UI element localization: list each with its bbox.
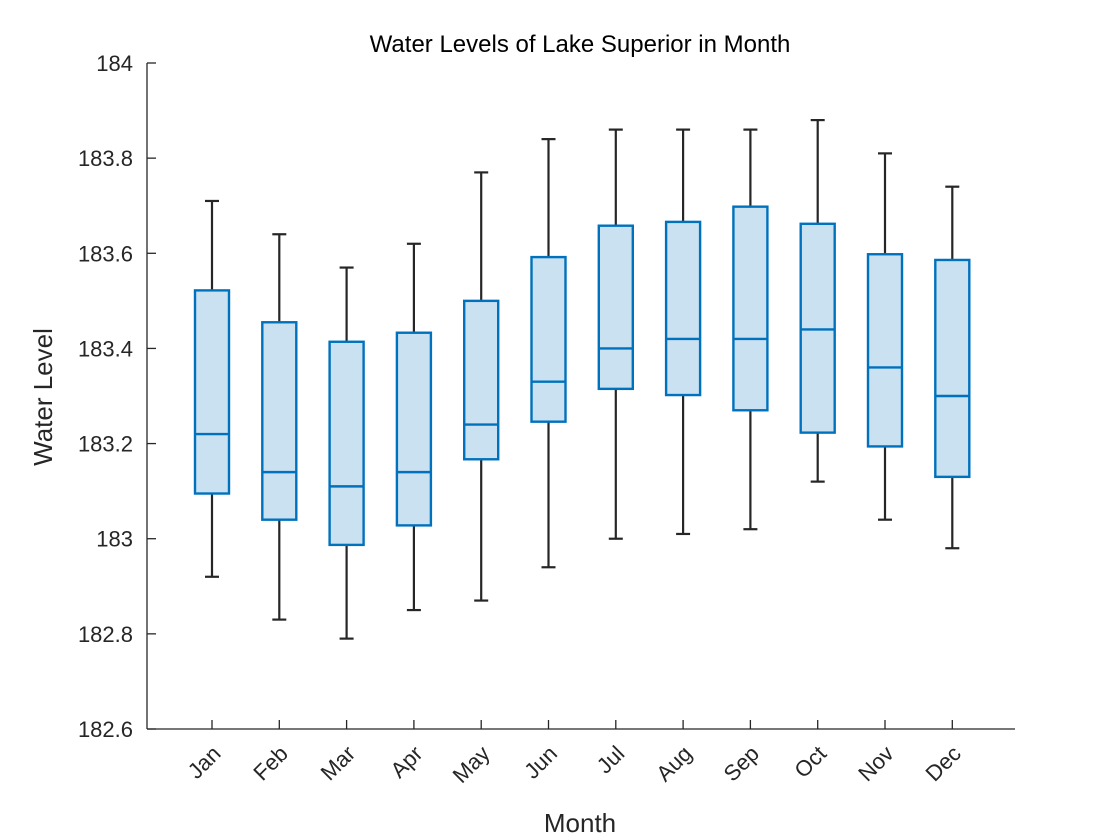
box-aug: [664, 220, 702, 397]
y-tick-label: 184: [96, 51, 133, 76]
box-may: [463, 299, 500, 461]
x-tick-label: Jan: [183, 741, 226, 784]
x-axis-label: Month: [544, 808, 616, 838]
y-tick-label: 183: [96, 527, 133, 552]
x-tick-label: Jun: [519, 741, 562, 784]
chart-title: Water Levels of Lake Superior in Month: [370, 31, 791, 58]
x-tick-label: Sep: [719, 741, 764, 786]
x-tick-label: Apr: [386, 741, 428, 783]
box-jul: [597, 224, 634, 391]
box-dec: [934, 258, 971, 479]
x-tick-label: Dec: [920, 741, 965, 786]
x-tick-label: Aug: [651, 741, 696, 786]
y-axis-label: Water Level: [28, 328, 58, 466]
box-feb: [261, 321, 298, 521]
box-jan: [193, 289, 231, 495]
box-apr: [395, 331, 433, 527]
y-tick-label: 182.8: [78, 622, 133, 647]
x-tick-label: Oct: [789, 741, 831, 783]
y-tick-label: 182.6: [78, 717, 133, 742]
y-tick-label: 183.2: [78, 432, 133, 457]
x-tick-label: May: [448, 741, 495, 788]
y-tick-label: 183.4: [78, 336, 133, 361]
x-tick-label: Nov: [853, 741, 898, 786]
x-tick-label: Jul: [592, 741, 630, 779]
box-jun: [530, 255, 567, 423]
x-tick-label: Feb: [248, 741, 292, 785]
x-tick-label: Mar: [316, 741, 360, 785]
box-mar: [328, 340, 365, 547]
box-sep: [732, 205, 769, 412]
plot-area: 182.6 182.8 183 183.2 183.4 183.6 183.8 184 Jan F…: [78, 51, 1015, 788]
box-nov: [866, 253, 904, 448]
y-tick-label: 183.8: [78, 146, 133, 171]
y-tick-label: 183.6: [78, 241, 133, 266]
